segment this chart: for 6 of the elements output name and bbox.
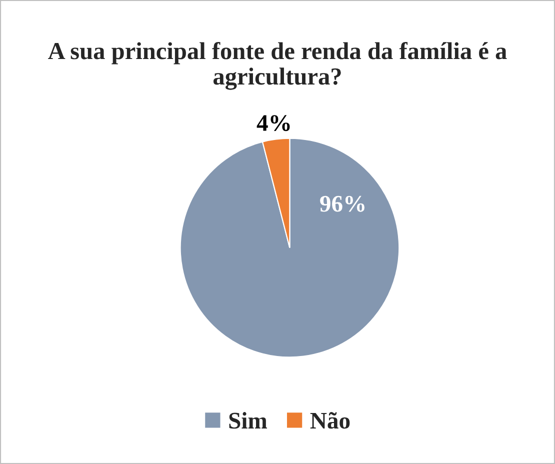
legend-label: Não [310, 412, 350, 429]
chart-title: A sua principal fonte de renda da família é a agricultura? [48, 42, 507, 90]
data-label: 96% [320, 196, 364, 212]
data-label: 4% [256, 115, 290, 132]
legend-label: Sim [229, 412, 267, 429]
pie-slice [180, 138, 400, 358]
